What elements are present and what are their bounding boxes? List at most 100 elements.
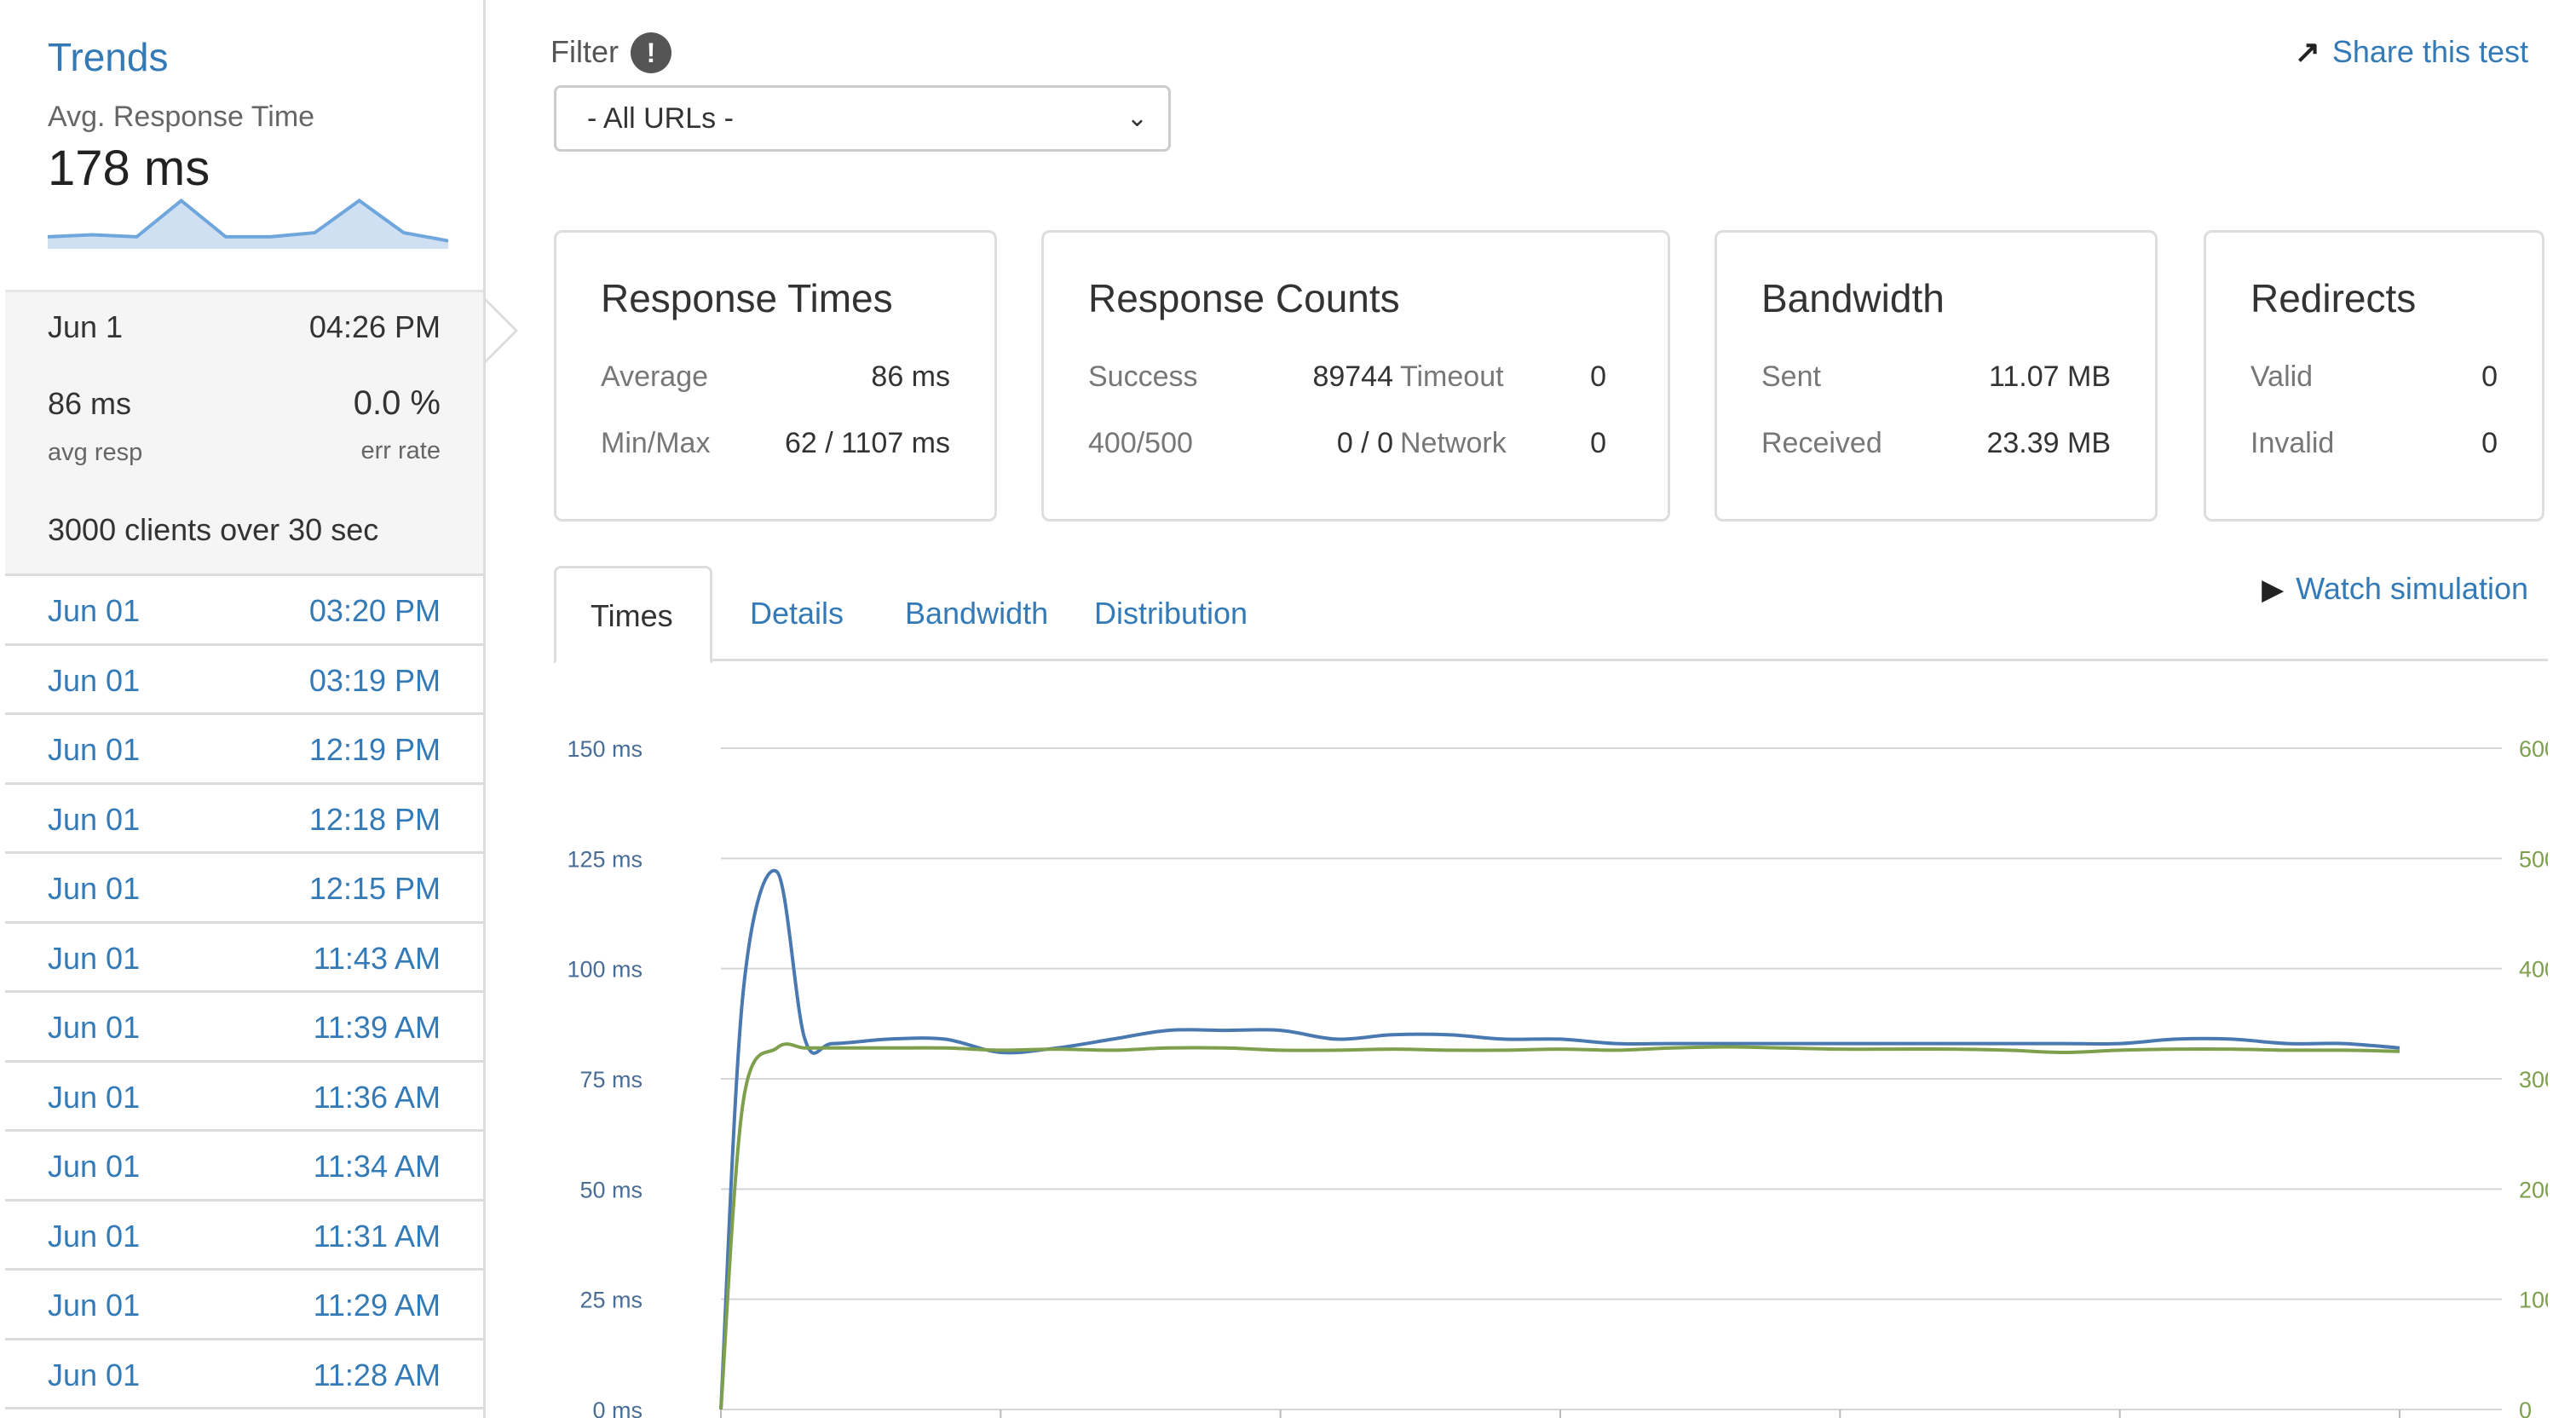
history-item[interactable]: Jun 01 11:43 AM	[5, 924, 483, 993]
y-left-tick-label: 0 ms	[592, 1398, 643, 1418]
history-time: 11:28 AM	[313, 1357, 441, 1392]
watch-label: Watch simulation	[2296, 571, 2528, 606]
history-date: Jun 01	[48, 1149, 141, 1184]
history-time: 11:39 AM	[313, 1010, 441, 1045]
history-item[interactable]: Jun 01 11:36 AM	[5, 1063, 483, 1132]
success-value: 89744	[1312, 360, 1393, 393]
timeout-value: 0	[1590, 360, 1606, 393]
current-date: Jun 1	[48, 309, 124, 344]
history-item[interactable]: Jun 01 12:18 PM	[5, 785, 483, 854]
y-right-tick-label: 6000	[2519, 736, 2548, 762]
history-item[interactable]: Jun 01 03:20 PM	[5, 576, 483, 646]
history-date: Jun 01	[48, 1010, 141, 1045]
sent-label: Sent	[1761, 360, 1821, 393]
y-left-tick-label: 50 ms	[579, 1177, 643, 1202]
invalid-value: 0	[2481, 427, 2498, 459]
current-err-rate: 0.0 %	[353, 384, 441, 422]
history-date: Jun 01	[48, 871, 141, 906]
current-time: 04:26 PM	[308, 309, 441, 344]
average-value: 86 ms	[871, 360, 950, 393]
history-time: 12:18 PM	[308, 801, 441, 837]
tab-times[interactable]: Times	[554, 566, 712, 664]
chart-tabs: Times Details Bandwidth Distribution	[554, 566, 2548, 664]
card-bandwidth: Bandwidth Sent 11.07 MB Received 23.39 M…	[1714, 230, 2158, 522]
history-item[interactable]: Jun 01 11:39 AM	[5, 993, 483, 1063]
history-time: 11:34 AM	[313, 1149, 441, 1184]
history-time: 12:15 PM	[308, 871, 441, 906]
series-line-response-time	[719, 868, 2400, 1410]
info-icon[interactable]: !	[631, 32, 671, 73]
history-item[interactable]: Jun 01 11:29 AM	[5, 1271, 483, 1340]
history-list: Jun 01 03:20 PM Jun 01 03:19 PM Jun 01 12:19 …	[5, 576, 483, 1409]
card-title: Response Times	[601, 276, 893, 320]
errors-label: 400/500	[1088, 427, 1193, 459]
network-value: 0	[1590, 427, 1606, 459]
card-redirects: Redirects Valid 0 Invalid 0	[2204, 230, 2544, 522]
history-item[interactable]: Jun 01 03:19 PM	[5, 646, 483, 715]
history-time: 11:43 AM	[313, 940, 441, 976]
y-right-tick-label: 4000	[2519, 957, 2548, 983]
current-clients: 3000 clients over 30 sec	[48, 512, 379, 547]
share-label: Share this test	[2331, 34, 2528, 69]
received-label: Received	[1761, 427, 1882, 459]
history-date: Jun 01	[48, 1079, 141, 1115]
series-line-clients	[719, 1042, 2400, 1410]
history-date: Jun 01	[48, 732, 141, 767]
minmax-value: 62 / 1107 ms	[784, 427, 950, 459]
invalid-label: Invalid	[2250, 427, 2335, 459]
share-icon: ↗	[2294, 34, 2320, 69]
url-filter-value: - All URLs -	[587, 102, 734, 135]
trends-sparkline	[48, 198, 448, 249]
history-date: Jun 01	[48, 940, 141, 976]
average-label: Average	[601, 360, 709, 393]
history-item[interactable]: Jun 01 11:31 AM	[5, 1202, 483, 1271]
trends-subtitle: Avg. Response Time	[48, 101, 315, 133]
history-item[interactable]: Jun 01 12:15 PM	[5, 854, 483, 924]
current-avg-resp: 86 ms	[48, 386, 132, 421]
y-right-tick-label: 0	[2519, 1398, 2532, 1418]
history-time: 11:31 AM	[313, 1218, 441, 1254]
filter-label: Filter	[550, 34, 619, 69]
watch-simulation-link[interactable]: ▶ Watch simulation	[2262, 571, 2528, 607]
y-left-tick-label: 100 ms	[567, 957, 643, 983]
errors-value: 0 / 0	[1336, 427, 1393, 459]
sidebar: Trends Avg. Response Time 178 ms Jun 1 0…	[0, 0, 518, 1418]
tab-distribution[interactable]: Distribution	[1094, 596, 1248, 631]
tab-bandwidth[interactable]: Bandwidth	[905, 596, 1049, 631]
trends-value: 178 ms	[48, 141, 210, 196]
history-time: 11:36 AM	[313, 1079, 441, 1115]
share-link[interactable]: ↗ Share this test	[2295, 34, 2528, 70]
history-time: 12:19 PM	[308, 732, 441, 767]
play-icon: ▶	[2262, 574, 2285, 606]
valid-label: Valid	[2250, 360, 2314, 393]
history-item[interactable]: Jun 01 11:34 AM	[5, 1132, 483, 1202]
success-label: Success	[1088, 360, 1198, 393]
history-date: Jun 01	[48, 662, 141, 698]
current-test-summary: Jun 1 04:26 PM 86 ms avg resp 0.0 % err …	[5, 290, 483, 576]
sent-value: 11.07 MB	[1988, 360, 2111, 393]
valid-value: 0	[2481, 360, 2498, 393]
card-response-times: Response Times Average 86 ms Min/Max 62 …	[554, 230, 997, 522]
received-value: 23.39 MB	[1986, 427, 2111, 459]
card-title: Bandwidth	[1761, 276, 1945, 320]
minmax-label: Min/Max	[601, 427, 711, 459]
history-item[interactable]: Jun 01 12:19 PM	[5, 715, 483, 785]
history-time: 03:20 PM	[308, 593, 441, 628]
tab-details[interactable]: Details	[750, 596, 844, 631]
history-date: Jun 01	[48, 1218, 141, 1254]
history-date: Jun 01	[48, 1357, 141, 1392]
y-right-tick-label: 2000	[2519, 1177, 2548, 1202]
current-avg-resp-label: avg resp	[48, 439, 143, 466]
y-left-tick-label: 25 ms	[579, 1288, 643, 1313]
current-err-rate-label: err rate	[360, 437, 441, 464]
y-right-tick-label: 1000	[2519, 1288, 2548, 1313]
url-filter-select[interactable]: - All URLs - ⌄	[554, 85, 1171, 152]
history-date: Jun 01	[48, 1288, 141, 1323]
trends-title[interactable]: Trends	[48, 35, 169, 79]
history-item[interactable]: Jun 01 11:28 AM	[5, 1340, 483, 1409]
y-left-tick-label: 75 ms	[579, 1067, 643, 1092]
history-time: 11:29 AM	[313, 1288, 441, 1323]
history-date: Jun 01	[48, 593, 141, 628]
selected-caret-inner	[486, 302, 515, 360]
